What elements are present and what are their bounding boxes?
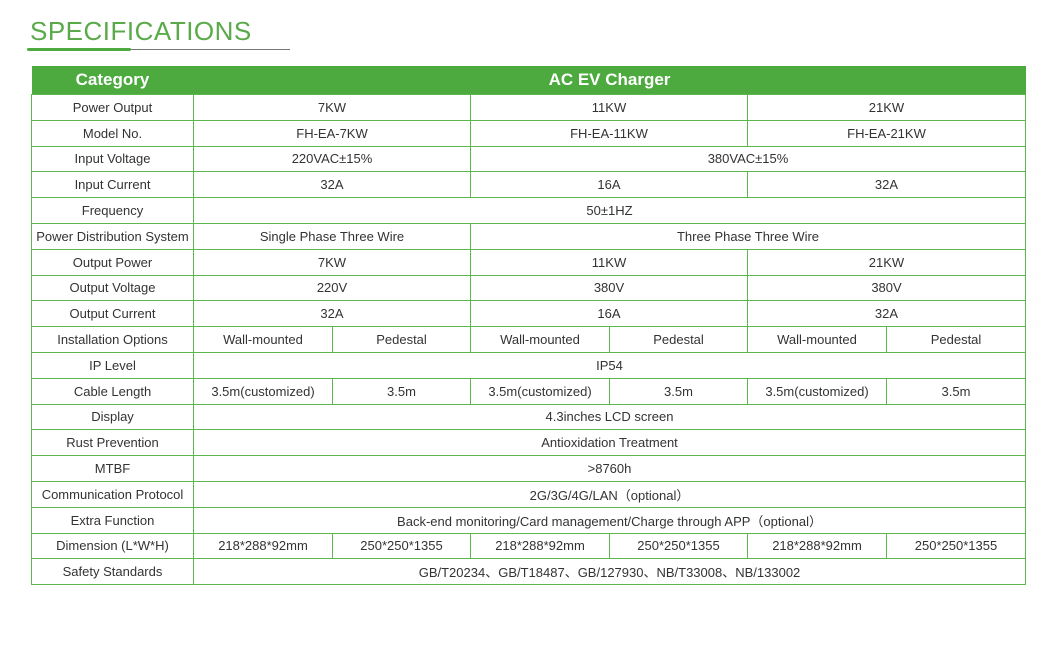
table-cell: 3.5m — [886, 377, 1026, 405]
table-row: Input Voltage 220VAC±15% 380VAC±15% — [31, 145, 1026, 173]
table-cell: 220V — [193, 274, 471, 302]
table-cell: 16A — [470, 300, 748, 328]
table-cell: 218*288*92mm — [747, 532, 887, 560]
table-row: Rust Prevention Antioxidation Treatment — [31, 429, 1026, 457]
table-cell: 3.5m — [332, 377, 471, 405]
row-label: Output Current — [31, 300, 194, 328]
table-cell: Pedestal — [886, 326, 1026, 353]
page-title: SPECIFICATIONS — [30, 16, 252, 46]
table-cell: 21KW — [747, 248, 1026, 276]
table-cell: 380VAC±15% — [470, 145, 1026, 173]
table-row: Output Voltage 220V 380V 380V — [31, 274, 1026, 302]
table-cell: 4.3inches LCD screen — [193, 403, 1026, 431]
table-row: Output Power 7KW 11KW 21KW — [31, 248, 1026, 276]
row-label: Input Voltage — [31, 145, 194, 173]
table-cell: 11KW — [470, 94, 748, 121]
row-label: Cable Length — [31, 377, 194, 405]
table-row: Installation Options Wall-mounted Pedestal… — [31, 326, 1026, 353]
row-label: Extra Function — [31, 506, 194, 534]
table-row: MTBF >8760h — [31, 455, 1026, 482]
table-cell: 11KW — [470, 248, 748, 276]
table-cell: Pedestal — [332, 326, 471, 353]
table-row: Safety Standards GB/T20234、GB/T18487、GB/1… — [31, 558, 1026, 586]
table-row: Power Output 7KW 11KW 21KW — [31, 94, 1026, 121]
table-cell: Wall-mounted — [470, 326, 610, 353]
table-cell: 250*250*1355 — [886, 532, 1026, 560]
table-cell: 3.5m(customized) — [193, 377, 333, 405]
table-cell: Wall-mounted — [193, 326, 333, 353]
table-row: Model No. FH-EA-7KW FH-EA-11KW FH-EA-21KW — [31, 119, 1026, 147]
table-row: Dimension (L*W*H) 218*288*92mm 250*250*135… — [31, 532, 1026, 560]
table-cell: Single Phase Three Wire — [193, 222, 471, 250]
table-cell: 32A — [747, 171, 1026, 199]
row-label: MTBF — [31, 455, 194, 482]
product-header: AC EV Charger — [193, 66, 1026, 95]
table-cell: 218*288*92mm — [193, 532, 333, 560]
row-label: Power Distribution System — [31, 222, 194, 250]
table-cell: FH-EA-11KW — [470, 119, 748, 147]
table-cell: 32A — [747, 300, 1026, 328]
table-cell: 32A — [193, 171, 471, 199]
table-cell: 380V — [747, 274, 1026, 302]
table-cell: 21KW — [747, 94, 1026, 121]
table-row: Cable Length 3.5m(customized) 3.5m 3.5m(cus… — [31, 377, 1026, 405]
table-row: Display 4.3inches LCD screen — [31, 403, 1026, 431]
table-cell: 250*250*1355 — [609, 532, 748, 560]
table-cell: 16A — [470, 171, 748, 199]
table-cell: Wall-mounted — [747, 326, 887, 353]
table-cell: 32A — [193, 300, 471, 328]
table-row: Extra Function Back-end monitoring/Card m… — [31, 506, 1026, 534]
table-cell: FH-EA-21KW — [747, 119, 1026, 147]
table-cell: IP54 — [193, 351, 1026, 379]
table-row: Power Distribution System Single Phase Th… — [31, 222, 1026, 250]
row-label: Rust Prevention — [31, 429, 194, 457]
row-label: Output Voltage — [31, 274, 194, 302]
table-row: Output Current 32A 16A 32A — [31, 300, 1026, 328]
table-cell: 218*288*92mm — [470, 532, 610, 560]
table-cell: 220VAC±15% — [193, 145, 471, 173]
specifications-table: Category AC EV Charger Power Output 7KW 11… — [31, 66, 1026, 586]
table-row: IP Level IP54 — [31, 351, 1026, 379]
row-label: Input Current — [31, 171, 194, 199]
row-label: Communication Protocol — [31, 480, 194, 508]
title-underline — [27, 49, 290, 50]
row-label: Model No. — [31, 119, 194, 147]
table-cell: 7KW — [193, 248, 471, 276]
table-cell: >8760h — [193, 455, 1026, 482]
table-cell: Back-end monitoring/Card management/Char… — [193, 506, 1026, 534]
title-underline-accent — [27, 48, 131, 51]
category-header: Category — [31, 66, 194, 95]
table-cell: FH-EA-7KW — [193, 119, 471, 147]
table-cell: Three Phase Three Wire — [470, 222, 1026, 250]
table-cell: 2G/3G/4G/LAN（optional） — [193, 480, 1026, 508]
table-row: Frequency 50±1HZ — [31, 197, 1026, 224]
table-cell: 7KW — [193, 94, 471, 121]
table-row: Communication Protocol 2G/3G/4G/LAN（optio… — [31, 480, 1026, 508]
table-cell: 380V — [470, 274, 748, 302]
table-cell: 50±1HZ — [193, 197, 1026, 224]
table-cell: 3.5m — [609, 377, 748, 405]
table-row: Input Current 32A 16A 32A — [31, 171, 1026, 199]
row-label: Dimension (L*W*H) — [31, 532, 194, 560]
table-cell: 3.5m(customized) — [470, 377, 610, 405]
table-cell: 250*250*1355 — [332, 532, 471, 560]
row-label: Power Output — [31, 94, 194, 121]
row-label: Installation Options — [31, 326, 194, 353]
row-label: Display — [31, 403, 194, 431]
table-cell: GB/T20234、GB/T18487、GB/127930、NB/T33008、… — [193, 558, 1026, 586]
row-label: IP Level — [31, 351, 194, 379]
row-label: Frequency — [31, 197, 194, 224]
table-cell: Antioxidation Treatment — [193, 429, 1026, 457]
table-cell: 3.5m(customized) — [747, 377, 887, 405]
table-cell: Pedestal — [609, 326, 748, 353]
row-label: Output Power — [31, 248, 194, 276]
row-label: Safety Standards — [31, 558, 194, 586]
